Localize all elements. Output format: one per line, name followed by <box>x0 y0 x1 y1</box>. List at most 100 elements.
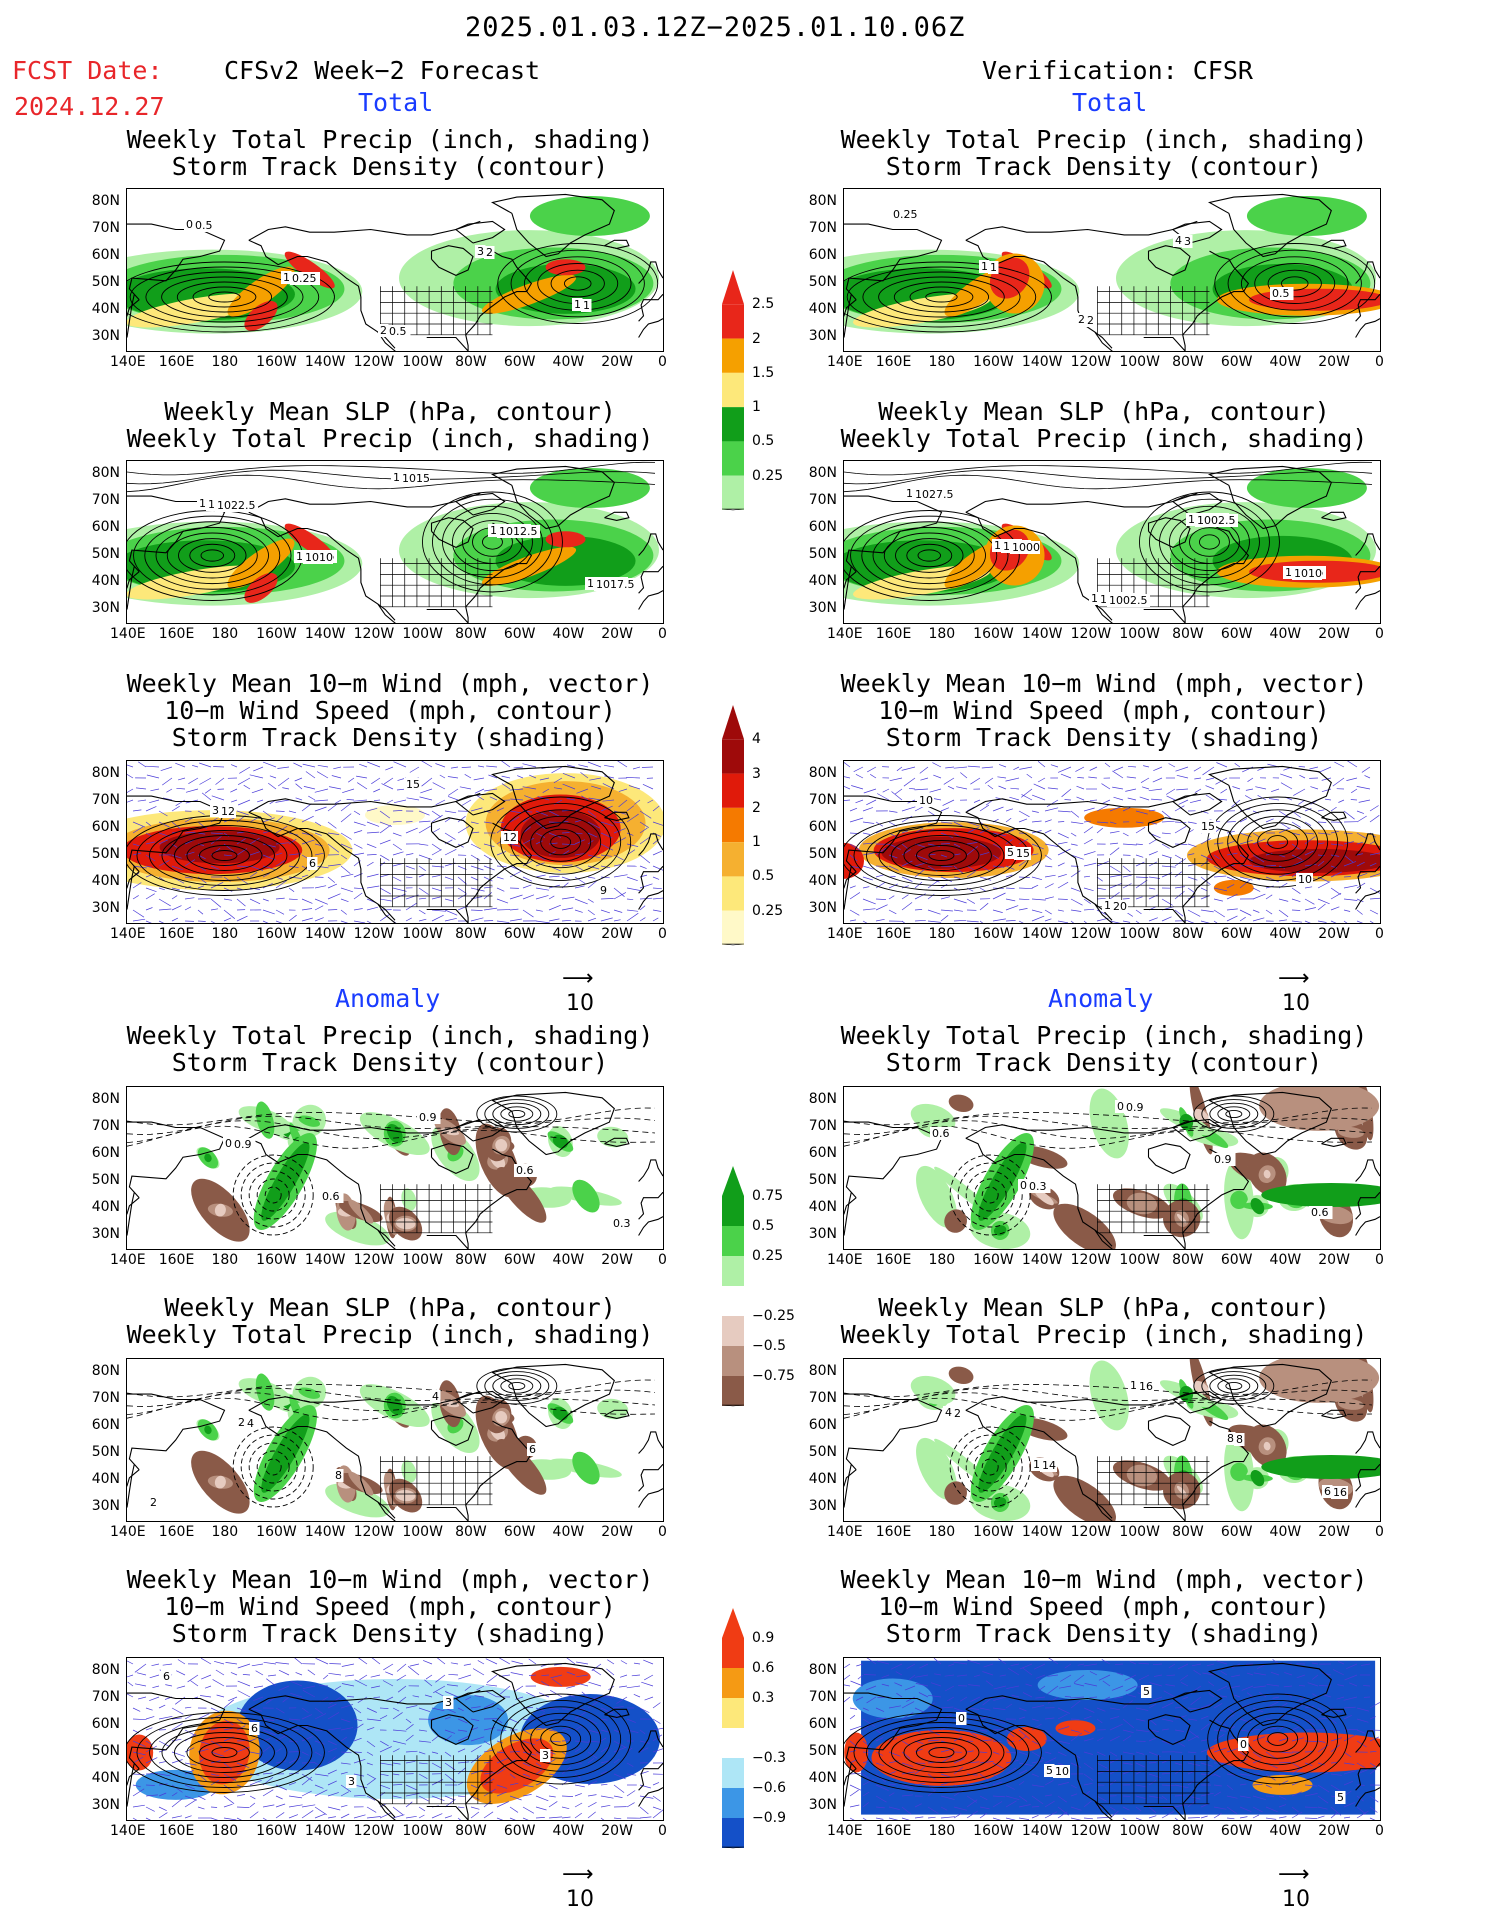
longitude-label: 160W <box>256 1252 297 1268</box>
longitude-label: 40W <box>552 626 585 642</box>
longitude-label: 120W <box>353 354 395 370</box>
colorbar-label: −0.3 <box>752 1750 786 1766</box>
longitude-label: 140W <box>304 1823 346 1839</box>
latitude-label: 80N <box>91 1661 120 1678</box>
longitude-label: 160E <box>875 626 912 642</box>
longitude-label: 0 <box>1375 626 1384 642</box>
longitude-label: 80W <box>1172 1823 1204 1839</box>
longitude-label: 160W <box>973 354 1014 370</box>
longitude-label: 120W <box>1070 926 1112 942</box>
longitude-label: 20W <box>1318 1524 1350 1540</box>
longitude-label: 40W <box>552 1524 585 1540</box>
panel-title: Weekly Total Precip (inch, shading) Storm… <box>126 125 654 181</box>
slp-precip-total-map: 10301027.510251012.51022.510151010101510… <box>126 460 664 624</box>
longitude-label: 140W <box>304 626 346 642</box>
latitude-label: 40N <box>91 300 120 317</box>
wind-storm-anomaly-map: 6 3 3 3 6 <box>126 1657 664 1821</box>
panel-title: Weekly Mean 10−m Wind (mph, vector) 10−m … <box>126 1565 654 1648</box>
left-column-title: CFSv2 Week−2 Forecast <box>224 56 541 85</box>
contour-label: 1012.5 <box>499 525 538 538</box>
contour-label: 0.5 <box>1272 287 1290 300</box>
panel-title: Weekly Mean SLP (hPa, contour) Weekly Tot… <box>126 1293 654 1349</box>
contour-label: 1002.5 <box>1197 514 1236 527</box>
colorbar-label: 4 <box>752 731 761 748</box>
contour-label: 1017.5 <box>596 578 635 591</box>
slp-precip-anomaly-map: 101086414168162 <box>843 1358 1381 1522</box>
contour-label: 3 <box>1184 235 1191 248</box>
contour-label: 6 <box>251 1722 258 1735</box>
colorbar-label: 2 <box>752 330 761 347</box>
latitude-label: 70N <box>91 491 120 508</box>
latitude-label: 60N <box>91 1416 120 1433</box>
longitude-label: 160W <box>973 1823 1014 1839</box>
longitude-label: 80W <box>455 926 487 942</box>
latitude-label: 60N <box>808 1715 837 1732</box>
contour-label: 0.3 <box>613 1217 631 1230</box>
colorbar-label: 0.9 <box>752 1630 775 1646</box>
longitude-label: 40W <box>1269 1524 1302 1540</box>
colorbar-label: 0.5 <box>752 868 775 885</box>
colorbar-label: 0.3 <box>752 1690 775 1706</box>
contour-label: 12 <box>221 805 235 818</box>
latitude-label: 30N <box>808 899 837 916</box>
contour-label: 2 <box>486 246 493 259</box>
longitude-label: 140E <box>827 1823 863 1839</box>
latitude-label: 70N <box>91 1688 120 1705</box>
vector-reference: ⟶ 10 <box>1278 1862 1310 1912</box>
latitude-label: 50N <box>808 1443 837 1460</box>
latitude-label: 70N <box>808 219 837 236</box>
longitude-label: 80W <box>455 354 487 370</box>
longitude-label: 160E <box>875 1524 912 1540</box>
longitude-label: 0 <box>658 1823 667 1839</box>
longitude-label: 140W <box>304 926 346 942</box>
longitude-label: 140E <box>110 354 146 370</box>
colorbar-label: −0.9 <box>752 1810 786 1826</box>
colorbar-label: −0.25 <box>752 1308 795 1324</box>
latitude-label: 30N <box>91 327 120 344</box>
section-anomaly-right: Anomaly <box>1048 984 1154 1013</box>
colorbar-label: 0.6 <box>752 1660 775 1676</box>
longitude-label: 20W <box>601 1252 633 1268</box>
contour-label: 1 <box>574 298 581 311</box>
latitude-label: 80N <box>91 1362 120 1379</box>
contour-label: 14 <box>1042 1459 1056 1472</box>
contour-label: 10 <box>1298 873 1312 886</box>
latitude-label: 50N <box>91 273 120 290</box>
longitude-label: 60W <box>1220 1524 1253 1540</box>
longitude-label: 140W <box>304 1252 346 1268</box>
contour-label: 1 <box>981 260 988 273</box>
latitude-label: 30N <box>808 1225 837 1242</box>
latitude-label: 40N <box>808 1470 837 1487</box>
longitude-label: 120W <box>1070 1524 1112 1540</box>
contour-label: 0.5 <box>389 325 407 338</box>
contour-label: 6 <box>529 1443 536 1456</box>
longitude-label: 100W <box>402 354 443 370</box>
contour-label: 3 <box>542 1749 549 1762</box>
latitude-label: 60N <box>91 518 120 535</box>
precip-storm-anomaly-map: 0.30.60.90.60.60.30.9 <box>843 1086 1381 1250</box>
contour-label: 6 <box>1324 1485 1331 1498</box>
contour-label: 16 <box>1333 1486 1347 1499</box>
latitude-label: 50N <box>808 1171 837 1188</box>
latitude-label: 60N <box>91 818 120 835</box>
longitude-label: 80W <box>455 1823 487 1839</box>
longitude-label: 160W <box>256 1524 297 1540</box>
latitude-label: 40N <box>91 572 120 589</box>
latitude-label: 30N <box>91 1497 120 1514</box>
contour-label: 1010 <box>1294 567 1322 580</box>
longitude-label: 60W <box>1220 1252 1253 1268</box>
latitude-label: 60N <box>91 1715 120 1732</box>
longitude-label: 0 <box>1375 1823 1384 1839</box>
longitude-label: 160W <box>973 1252 1014 1268</box>
longitude-label: 140E <box>827 926 863 942</box>
longitude-label: 160E <box>875 1823 912 1839</box>
fcst-date-value: 2024.12.27 <box>14 92 165 121</box>
contour-label: 15 <box>406 778 420 791</box>
longitude-label: 0 <box>658 1524 667 1540</box>
longitude-label: 160W <box>256 1823 297 1839</box>
longitude-label: 160W <box>256 354 297 370</box>
contour-label: 10 <box>1055 1765 1069 1778</box>
precip-storm-anomaly-map: 0.30.60.90.60.30.9 <box>126 1086 664 1250</box>
panel-title: Weekly Mean 10−m Wind (mph, vector) 10−m … <box>126 669 654 752</box>
